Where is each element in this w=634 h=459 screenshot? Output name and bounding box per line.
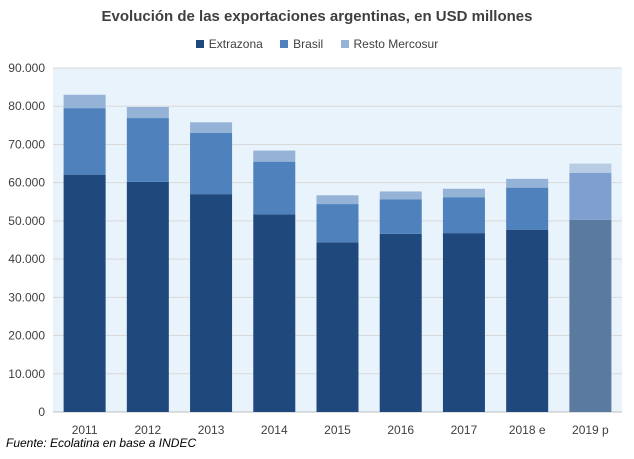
x-tick-label: 2012: [134, 423, 161, 437]
x-tick-label: 2013: [198, 423, 225, 437]
bar-segment-resto-mercosur: [63, 94, 106, 109]
legend-label-extrazona: Extrazona: [208, 37, 263, 51]
x-tick-label: 2017: [451, 423, 478, 437]
bar-segment-extrazona: [379, 233, 422, 412]
bar-segment-brasil: [442, 197, 485, 234]
chart-title: Evolución de las exportaciones argentina…: [101, 8, 533, 25]
legend-item-extrazona: Extrazona: [195, 37, 263, 51]
y-tick-label: 60.000: [8, 176, 45, 190]
bar-segment-brasil: [190, 132, 233, 195]
legend-label-brasil: Brasil: [293, 37, 324, 51]
bar-segment-resto-mercosur: [190, 122, 233, 133]
bar-segment-brasil: [63, 108, 106, 175]
bar-segment-resto-mercosur: [316, 195, 359, 205]
y-tick-label: 0: [38, 405, 45, 419]
y-tick-label: 50.000: [8, 214, 45, 228]
bar-segment-brasil: [316, 204, 359, 243]
bar-segment-resto-mercosur: [569, 163, 612, 173]
y-tick-label: 10.000: [8, 367, 45, 381]
bar-segment-extrazona: [253, 214, 296, 412]
bar-segment-brasil: [253, 161, 296, 215]
y-tick-label: 70.000: [8, 137, 45, 151]
legend-item-brasil: Brasil: [280, 37, 323, 51]
bar-segment-extrazona: [63, 174, 106, 412]
bar-segment-resto-mercosur: [379, 191, 422, 200]
x-tick-label: 2011: [72, 423, 98, 437]
x-tick-label: 2018 e: [509, 423, 546, 437]
chart-source-note: Fuente: Ecolatina en base a INDEC: [6, 436, 197, 450]
bar-segment-brasil: [569, 172, 612, 220]
y-tick-label: 90.000: [8, 61, 45, 75]
y-tick-label: 30.000: [8, 290, 45, 304]
bar-segment-resto-mercosur: [442, 188, 485, 198]
bar-segment-extrazona: [316, 242, 359, 412]
y-tick-label: 80.000: [8, 99, 45, 113]
bar-segment-brasil: [506, 187, 549, 230]
x-tick-label: 2014: [261, 423, 288, 437]
bar-segment-resto-mercosur: [506, 178, 549, 188]
bar-segment-brasil: [379, 199, 422, 234]
bar-segment-resto-mercosur: [126, 106, 169, 119]
legend-swatch-brasil: [280, 40, 289, 48]
y-tick-label: 40.000: [8, 252, 45, 266]
bar-segment-extrazona: [506, 229, 549, 412]
x-tick-label: 2015: [324, 423, 351, 437]
legend-label-resto-mercosur: Resto Mercosur: [353, 37, 439, 51]
x-tick-label: 2016: [387, 423, 414, 437]
legend-swatch-extrazona: [195, 40, 204, 48]
bar-segment-extrazona: [569, 219, 612, 412]
legend-swatch-resto-mercosur: [340, 40, 349, 48]
bar-segment-extrazona: [190, 194, 233, 412]
chart-legend: Extrazona Brasil Resto Mercosur: [0, 37, 634, 51]
bar-segment-extrazona: [126, 181, 169, 412]
legend-item-resto-mercosur: Resto Mercosur: [340, 37, 439, 51]
bar-segment-resto-mercosur: [253, 150, 296, 162]
bar-segment-extrazona: [442, 233, 485, 412]
x-tick-label: 2019 p: [572, 423, 609, 437]
y-tick-label: 20.000: [8, 329, 45, 343]
bar-segment-brasil: [126, 118, 169, 182]
